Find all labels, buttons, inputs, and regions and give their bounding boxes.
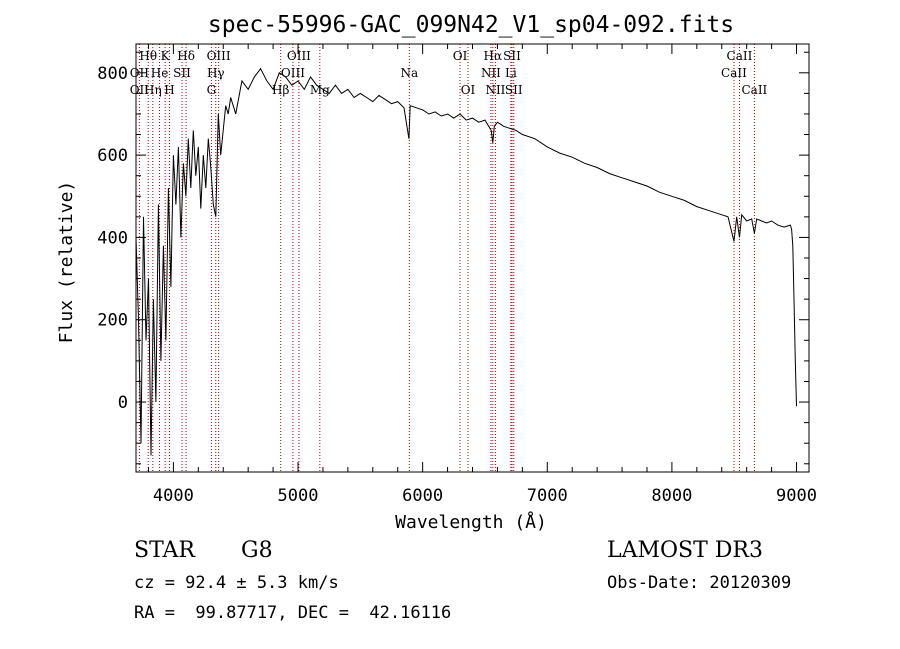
spectral-line-label: CaII <box>721 66 747 80</box>
y-tick-label: 0 <box>118 393 128 413</box>
spectral-line-label: Li <box>505 66 517 80</box>
spectral-line-label: OI <box>453 49 468 63</box>
x-tick-label: 7000 <box>527 486 568 506</box>
redshift-velocity: cz = 92.4 ± 5.3 km/s <box>134 573 339 593</box>
spectral-line-label: SII <box>173 66 191 80</box>
spectral-line-label: Hα <box>484 49 503 63</box>
spectral-line-label: H <box>164 83 174 97</box>
spectral-line-label: Hδ <box>177 49 195 63</box>
y-tick-label: 600 <box>97 146 128 166</box>
spectral-line-label: He <box>151 66 169 80</box>
spectral-line-label: K <box>161 49 171 63</box>
spectral-line-label: OIII <box>281 66 305 80</box>
y-axis: 0 200 400 600 800 <box>97 51 809 465</box>
spectral-line-label: Na <box>400 66 418 80</box>
y-axis-label: Flux (relative) <box>56 181 77 344</box>
spectral-line-label: Mg <box>310 83 330 97</box>
spectral-line-label: SII <box>505 83 523 97</box>
spectrum-line <box>135 67 797 456</box>
coordinates: RA = 99.87717, DEC = 42.16116 <box>134 603 452 623</box>
spectral-line-label: Hη <box>144 83 162 97</box>
chart-title: spec-55996-GAC_099N42_V1_sp04-092.fits <box>208 12 734 38</box>
y-tick-label: 200 <box>97 311 128 331</box>
spectral-line-label: Hβ <box>272 83 289 97</box>
spectral-line-label: CaII <box>727 49 753 63</box>
spectral-line-label: NII <box>481 66 501 80</box>
spectral-line-label: Hγ <box>207 66 225 80</box>
x-axis-label: Wavelength (Å) <box>395 511 547 533</box>
x-tick-label: 4000 <box>153 486 194 506</box>
spectral-line-label: OII <box>130 83 150 97</box>
spectral-line-label: OIII <box>207 49 231 63</box>
y-tick-label: 400 <box>97 228 128 248</box>
spectral-line-label: SII <box>503 49 521 63</box>
spectral-line-label: Hθ <box>139 49 157 63</box>
x-tick-label: 9000 <box>776 486 817 506</box>
object-class: STAR <box>134 538 195 563</box>
spectral-line-label: OIII <box>287 49 311 63</box>
survey-name: LAMOST DR3 <box>607 538 763 563</box>
spectral-line-label: OI <box>461 83 476 97</box>
spectral-line-label: G <box>207 83 217 97</box>
x-tick-label: 6000 <box>402 486 443 506</box>
spectral-line-label: CaII <box>741 83 767 97</box>
spectral-line-markers <box>138 44 755 472</box>
x-tick-label: 5000 <box>278 486 319 506</box>
subclass: G8 <box>241 538 273 563</box>
x-axis: 4000 5000 6000 7000 8000 9000 <box>147 44 817 506</box>
x-tick-label: 8000 <box>651 486 692 506</box>
y-tick-label: 800 <box>97 64 128 84</box>
spectral-line-label: NII <box>485 83 505 97</box>
observation-date: Obs-Date: 20120309 <box>607 573 792 593</box>
